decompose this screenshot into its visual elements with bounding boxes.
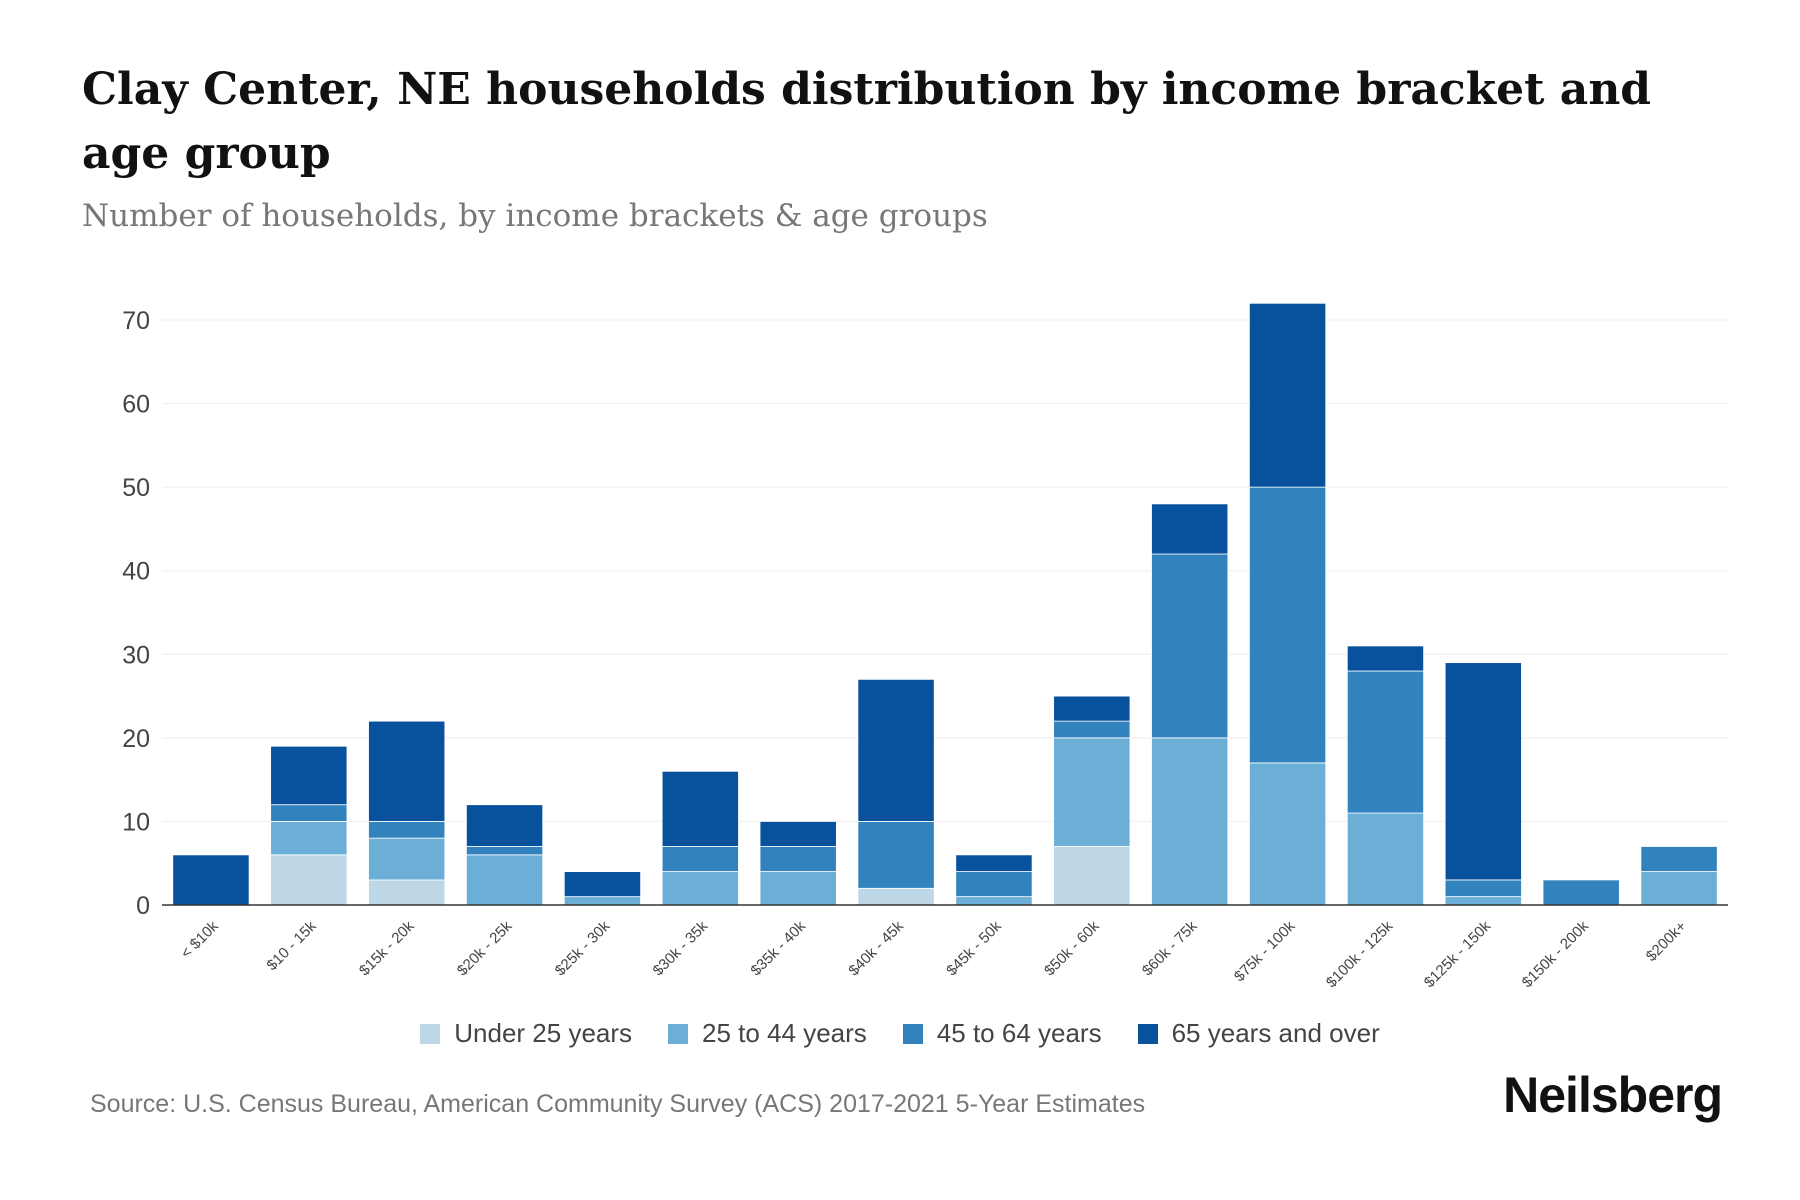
bar-segment[interactable] — [368, 821, 446, 839]
x-tick-label: $150k - 200k — [1519, 917, 1593, 991]
bar-segment[interactable] — [368, 879, 446, 906]
bar-segment[interactable] — [1640, 871, 1718, 906]
bar-segment[interactable] — [465, 804, 544, 847]
bar-segment[interactable] — [1248, 302, 1327, 488]
y-tick-label: 70 — [122, 307, 150, 335]
bar-segment[interactable] — [1346, 670, 1425, 814]
bar-segment[interactable] — [270, 804, 348, 822]
bar-segment[interactable] — [1444, 662, 1522, 881]
bar-segment[interactable] — [661, 770, 739, 847]
legend-item-under-25[interactable]: Under 25 years — [420, 1018, 632, 1049]
bar-segment[interactable] — [465, 854, 544, 906]
bar-segment[interactable] — [759, 821, 837, 847]
x-tick-label: $30k - 35k — [650, 917, 712, 979]
bar-segment[interactable] — [857, 887, 935, 906]
bar-segment[interactable] — [759, 871, 837, 906]
bar-segment[interactable] — [368, 720, 446, 822]
x-tick-label: $25k - 30k — [552, 917, 614, 979]
x-tick-label: $45k - 50k — [943, 917, 1005, 979]
legend-item-25-44[interactable]: 25 to 44 years — [668, 1018, 867, 1049]
legend-swatch — [902, 1023, 923, 1044]
y-tick-label: 60 — [122, 391, 150, 419]
x-tick-label: $40k - 45k — [845, 917, 907, 979]
x-tick-label: $35k - 40k — [747, 917, 809, 979]
x-tick-label: $75k - 100k — [1231, 917, 1299, 985]
bar-segment[interactable] — [1151, 503, 1229, 555]
bar-segment[interactable] — [563, 896, 642, 906]
bar-segment[interactable] — [661, 846, 739, 872]
bar-segment[interactable] — [1053, 720, 1131, 739]
bar-segment[interactable] — [1542, 879, 1620, 906]
x-tick-label: $20k - 25k — [454, 917, 516, 979]
source-note: Source: U.S. Census Bureau, American Com… — [90, 1090, 1146, 1118]
y-tick-label: 50 — [122, 474, 150, 502]
legend-label: 65 years and over — [1171, 1018, 1380, 1048]
bar-segment[interactable] — [1151, 553, 1229, 739]
x-tick-label: $60k - 75k — [1139, 917, 1201, 979]
bar-segment[interactable] — [270, 854, 348, 906]
bar-segment[interactable] — [1053, 846, 1131, 906]
bar-segment[interactable] — [955, 854, 1033, 872]
bar-segment[interactable] — [1248, 762, 1327, 906]
x-tick-label: $100k - 125k — [1323, 917, 1397, 991]
bar-segment[interactable] — [857, 678, 935, 822]
stacked-bar-chart: 0 10 20 30 40 50 60 70 < $10k $10 - 15k $15k - 20k… — [122, 302, 1728, 991]
bar-segment[interactable] — [955, 896, 1033, 906]
bar-segment[interactable] — [1640, 846, 1718, 872]
bar-segment[interactable] — [1444, 879, 1522, 898]
legend-item-45-64[interactable]: 45 to 64 years — [902, 1018, 1102, 1049]
chart-title: Clay Center, NE households distribution … — [82, 64, 1652, 179]
bar-segment[interactable] — [1151, 737, 1229, 906]
y-tick-label: 0 — [136, 892, 150, 920]
y-tick-label: 10 — [122, 808, 150, 836]
bar-segment[interactable] — [172, 854, 250, 906]
legend-label: 45 to 64 years — [936, 1018, 1102, 1048]
x-tick-label: $15k - 20k — [356, 917, 418, 979]
legend-label: 25 to 44 years — [702, 1018, 867, 1048]
bar-segment[interactable] — [759, 846, 837, 872]
x-tick-label: < $10k — [178, 917, 223, 962]
bar-segment[interactable] — [1444, 896, 1522, 906]
legend-label: Under 25 years — [454, 1018, 633, 1048]
x-tick-label: $200k+ — [1643, 918, 1690, 965]
chart-subtitle: Number of households, by income brackets… — [82, 198, 988, 234]
x-tick-label: $50k - 60k — [1041, 917, 1103, 979]
legend-swatch — [420, 1023, 441, 1044]
bar-segment[interactable] — [368, 837, 446, 881]
legend-swatch — [668, 1023, 689, 1044]
y-tick-label: 30 — [122, 641, 150, 669]
bar-segment[interactable] — [1248, 486, 1327, 764]
x-tick-label: $125k - 150k — [1421, 917, 1495, 991]
bar-segment[interactable] — [1053, 695, 1131, 722]
bar-segment[interactable] — [1346, 812, 1425, 906]
bar-segment[interactable] — [563, 871, 642, 898]
legend: Under 25 years 25 to 44 years 45 to 64 y… — [0, 1018, 1800, 1049]
bar-segment[interactable] — [1346, 645, 1425, 672]
legend-item-65-plus[interactable]: 65 years and over — [1137, 1018, 1380, 1049]
x-tick-label: $10 - 15k — [263, 917, 320, 974]
y-tick-label: 40 — [122, 558, 150, 586]
bar-segment[interactable] — [270, 745, 348, 806]
neilsberg-logo: Neilsberg — [1503, 1067, 1723, 1123]
bar-segment[interactable] — [857, 821, 935, 889]
bar-segment[interactable] — [465, 846, 544, 856]
legend-swatch — [1137, 1023, 1158, 1044]
bar-segment[interactable] — [270, 821, 348, 856]
bar-segment[interactable] — [661, 871, 739, 906]
bar-segment[interactable] — [1053, 737, 1131, 847]
bar-segment[interactable] — [955, 871, 1033, 898]
y-tick-label: 20 — [122, 725, 150, 753]
